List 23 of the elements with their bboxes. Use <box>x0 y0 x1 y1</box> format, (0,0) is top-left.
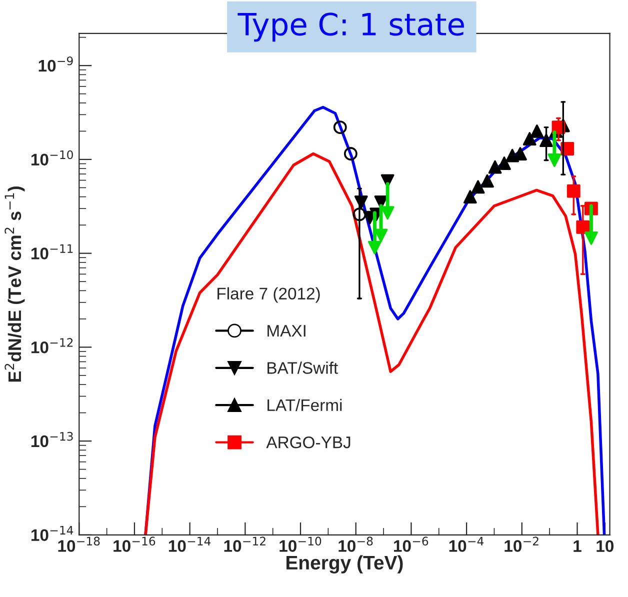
y-axis-title: E$^{2}$dN/dE (TeV cm$^{2}$ s$^{−1}$) <box>4 186 25 382</box>
y-tick-label: 10$^{−10}$ <box>31 150 73 166</box>
x-tick-label: 10$^{−14}$ <box>168 536 211 552</box>
y-tick-label: 10$^{−12}$ <box>31 338 73 354</box>
x-tick-label: 10$^{−6}$ <box>394 536 428 552</box>
legend-label: BAT/Swift <box>268 362 338 374</box>
x-tick-label: 10$^{−8}$ <box>338 536 373 552</box>
chart-title: Type C: 1 state <box>238 12 464 42</box>
x-tick-label: 10$^{−12}$ <box>224 536 266 552</box>
x-tick-label: 10$^{−4}$ <box>449 536 484 552</box>
x-tick-label: 1 <box>574 540 582 552</box>
x-tick-label: 10$^{−10}$ <box>280 536 322 552</box>
y-tick-label: 10$^{−9}$ <box>38 56 73 72</box>
x-axis-title: Energy (TeV) <box>286 555 403 574</box>
y-tick-label: 10$^{−13}$ <box>31 432 73 448</box>
legend-label: LAT/Fermi <box>268 398 342 412</box>
x-tick-label: 10$^{−2}$ <box>504 536 538 552</box>
legend-label: ARGO-YBJ <box>266 436 350 448</box>
legend-label: MAXI <box>268 325 306 337</box>
y-tick-label: 10$^{−11}$ <box>31 244 73 260</box>
x-tick-label: 10$^{−16}$ <box>114 536 156 552</box>
x-tick-label: 10 <box>596 540 614 552</box>
legend-title: Flare 7 (2012) <box>218 287 320 303</box>
